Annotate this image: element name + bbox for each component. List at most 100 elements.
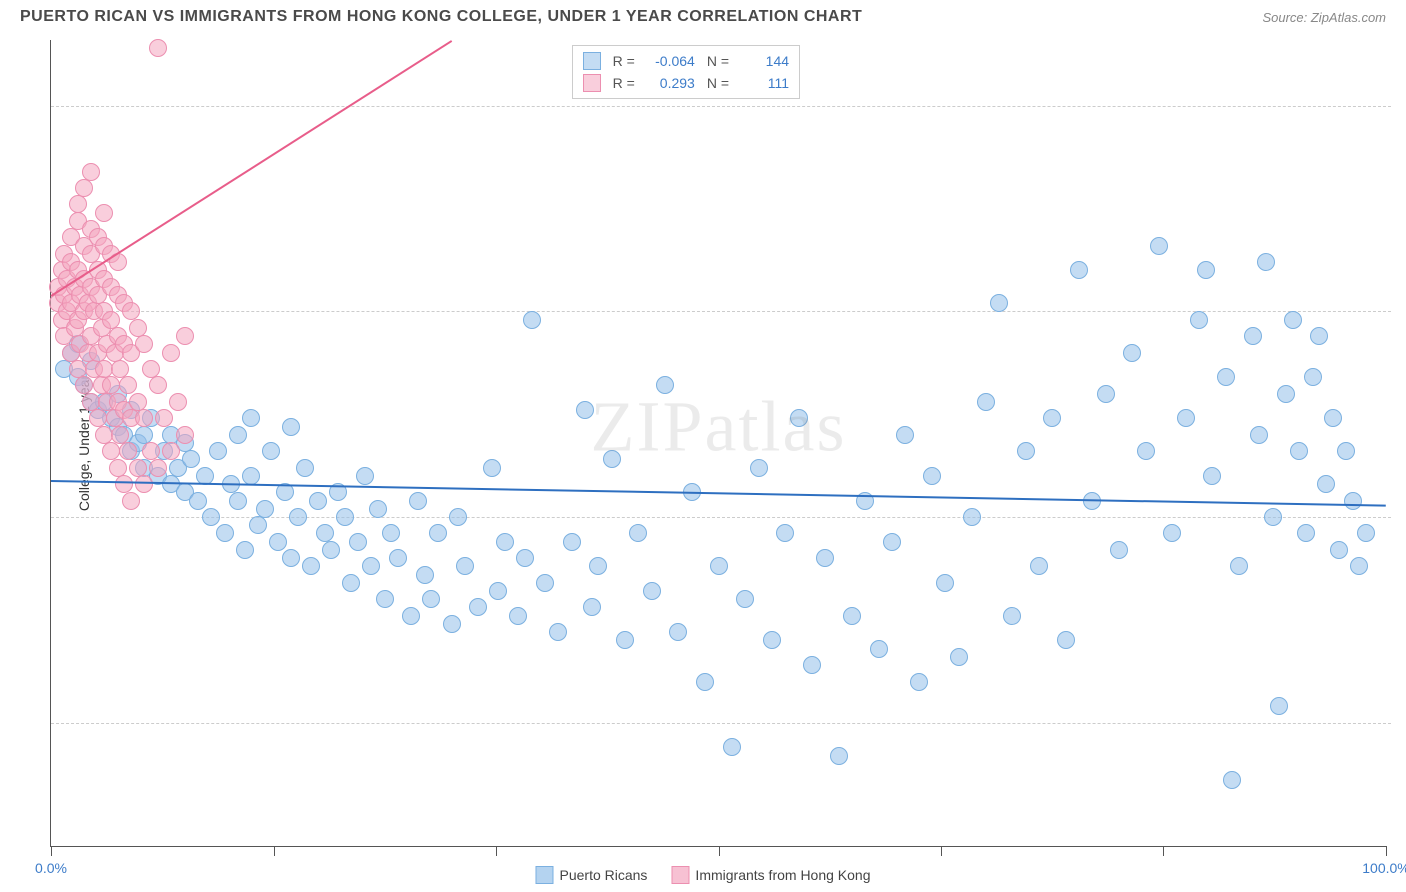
scatter-point: [1110, 541, 1128, 559]
scatter-point: [1097, 385, 1115, 403]
scatter-point: [162, 344, 180, 362]
scatter-point: [489, 582, 507, 600]
scatter-point: [229, 492, 247, 510]
legend-r-label: R =: [613, 75, 635, 91]
scatter-point: [923, 467, 941, 485]
x-tick-label: 100.0%: [1362, 860, 1406, 876]
scatter-point: [443, 615, 461, 633]
legend-row: R =0.293N =111: [583, 72, 789, 94]
scatter-point: [469, 598, 487, 616]
scatter-point: [1324, 409, 1342, 427]
scatter-point: [669, 623, 687, 641]
scatter-point: [119, 376, 137, 394]
scatter-point: [1284, 311, 1302, 329]
scatter-point: [135, 335, 153, 353]
scatter-point: [1357, 524, 1375, 542]
scatter-point: [242, 409, 260, 427]
scatter-point: [249, 516, 267, 534]
scatter-point: [135, 426, 153, 444]
scatter-point: [536, 574, 554, 592]
scatter-point: [209, 442, 227, 460]
legend-r-value: 0.293: [643, 75, 695, 91]
scatter-point: [616, 631, 634, 649]
legend-item: Immigrants from Hong Kong: [671, 866, 870, 884]
scatter-point: [176, 327, 194, 345]
scatter-point: [1163, 524, 1181, 542]
scatter-point: [289, 508, 307, 526]
scatter-point: [162, 442, 180, 460]
x-tick: [1386, 846, 1387, 856]
scatter-point: [129, 319, 147, 337]
scatter-point: [643, 582, 661, 600]
scatter-point: [509, 607, 527, 625]
scatter-point: [870, 640, 888, 658]
scatter-point: [82, 163, 100, 181]
scatter-point: [122, 492, 140, 510]
scatter-point: [115, 475, 133, 493]
scatter-point: [910, 673, 928, 691]
scatter-point: [109, 459, 127, 477]
scatter-point: [119, 442, 137, 460]
legend-n-value: 144: [737, 53, 789, 69]
scatter-point: [102, 442, 120, 460]
scatter-point: [816, 549, 834, 567]
scatter-point: [1277, 385, 1295, 403]
x-tick: [274, 846, 275, 856]
scatter-point: [89, 409, 107, 427]
scatter-point: [963, 508, 981, 526]
scatter-point: [1337, 442, 1355, 460]
gridline-h: [51, 311, 1391, 312]
legend-r-value: -0.064: [643, 53, 695, 69]
scatter-point: [129, 393, 147, 411]
scatter-point: [1297, 524, 1315, 542]
correlation-legend: R =-0.064N =144R =0.293N =111: [572, 45, 800, 99]
scatter-point: [710, 557, 728, 575]
scatter-point: [155, 409, 173, 427]
scatter-point: [1043, 409, 1061, 427]
scatter-point: [149, 376, 167, 394]
scatter-point: [236, 541, 254, 559]
scatter-point: [1350, 557, 1368, 575]
scatter-point: [803, 656, 821, 674]
scatter-point: [1310, 327, 1328, 345]
scatter-point: [1150, 237, 1168, 255]
scatter-point: [763, 631, 781, 649]
scatter-point: [523, 311, 541, 329]
scatter-point: [1003, 607, 1021, 625]
scatter-point: [216, 524, 234, 542]
scatter-point: [1217, 368, 1235, 386]
scatter-point: [736, 590, 754, 608]
scatter-point: [1203, 467, 1221, 485]
scatter-point: [142, 360, 160, 378]
scatter-point: [111, 360, 129, 378]
scatter-point: [496, 533, 514, 551]
legend-row: R =-0.064N =144: [583, 50, 789, 72]
scatter-point: [122, 302, 140, 320]
x-tick-label: 0.0%: [35, 860, 67, 876]
scatter-point: [563, 533, 581, 551]
scatter-point: [1223, 771, 1241, 789]
x-tick: [51, 846, 52, 856]
scatter-point: [589, 557, 607, 575]
scatter-point: [723, 738, 741, 756]
scatter-point: [1264, 508, 1282, 526]
scatter-point: [409, 492, 427, 510]
scatter-point: [135, 409, 153, 427]
scatter-point: [382, 524, 400, 542]
trendline: [51, 480, 1386, 507]
scatter-point: [656, 376, 674, 394]
x-tick: [1163, 846, 1164, 856]
scatter-point: [1057, 631, 1075, 649]
scatter-point: [102, 311, 120, 329]
legend-swatch: [671, 866, 689, 884]
scatter-point: [1270, 697, 1288, 715]
scatter-point: [936, 574, 954, 592]
scatter-point: [402, 607, 420, 625]
scatter-point: [830, 747, 848, 765]
gridline-h: [51, 106, 1391, 107]
scatter-point: [309, 492, 327, 510]
legend-n-label: N =: [707, 75, 729, 91]
scatter-point: [129, 459, 147, 477]
legend-swatch: [535, 866, 553, 884]
scatter-point: [1344, 492, 1362, 510]
